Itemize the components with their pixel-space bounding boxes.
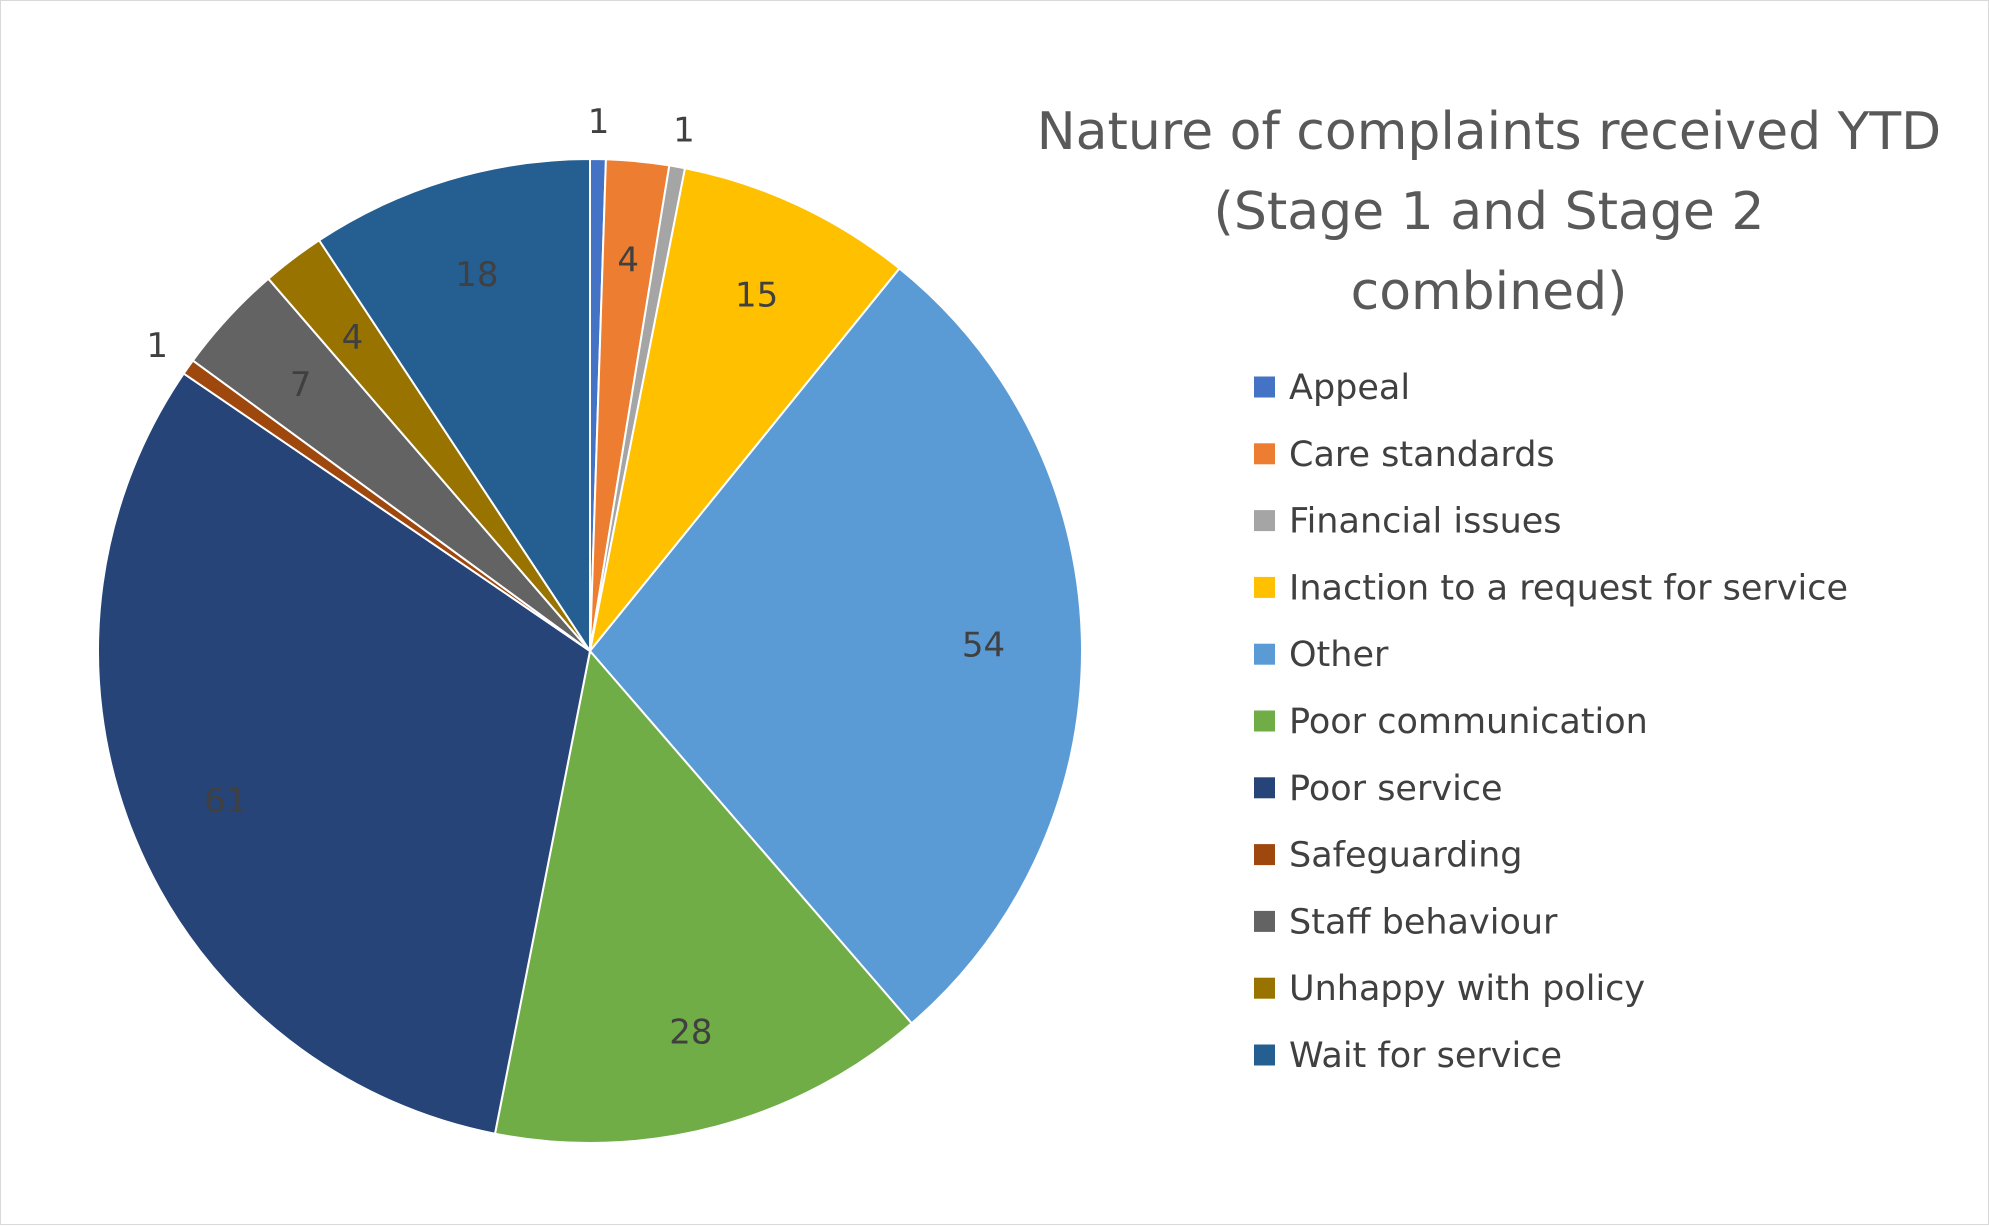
legend: Appeal Care standards Financial issues Inac… <box>1254 368 1848 1076</box>
data-label-wait-for-service: 18 <box>455 255 498 295</box>
legend-item-appeal: Appeal <box>1254 368 1410 408</box>
legend-swatch <box>1254 1044 1275 1066</box>
legend-swatch <box>1254 576 1275 598</box>
chart-title-line-1: Nature of complaints received YTD <box>1037 102 1941 162</box>
legend-label: Other <box>1289 635 1389 675</box>
legend-swatch <box>1254 977 1275 999</box>
data-label-safeguarding: 1 <box>146 326 168 366</box>
data-label-staff-behaviour: 7 <box>290 365 312 405</box>
legend-swatch <box>1254 443 1275 465</box>
legend-item-other: Other <box>1254 635 1389 675</box>
legend-label: Poor service <box>1289 769 1503 809</box>
legend-item-wait-for-service: Wait for service <box>1254 1036 1562 1076</box>
data-label-financial-issues: 1 <box>673 110 695 150</box>
legend-swatch <box>1254 643 1275 665</box>
legend-item-staff-behaviour: Staff behaviour <box>1254 902 1558 942</box>
legend-label: Wait for service <box>1289 1036 1562 1076</box>
pie-slice-wait-for-service <box>317 157 591 655</box>
legend-item-financial-issues: Financial issues <box>1254 502 1562 542</box>
data-label-inaction-to-a-request-for-service: 15 <box>735 275 778 315</box>
data-label-appeal: 1 <box>588 102 610 142</box>
legend-item-inaction-to-a-request-for-service: Inaction to a request for service <box>1254 568 1848 608</box>
legend-swatch <box>1254 510 1275 532</box>
legend-swatch <box>1254 910 1275 932</box>
legend-label: Poor communication <box>1289 702 1648 742</box>
data-label-other: 54 <box>962 626 1005 666</box>
pie-slices <box>97 157 1083 1144</box>
legend-label: Financial issues <box>1289 502 1562 542</box>
pie-slice-poor-service <box>97 372 592 1135</box>
data-label-poor-service: 61 <box>204 781 247 821</box>
legend-label: Staff behaviour <box>1289 902 1558 942</box>
data-label-unhappy-with-policy: 4 <box>342 318 364 358</box>
legend-label: Inaction to a request for service <box>1289 568 1848 608</box>
data-label-care-standards: 4 <box>617 240 639 280</box>
legend-item-safeguarding: Safeguarding <box>1254 836 1522 876</box>
legend-swatch <box>1254 376 1275 398</box>
pie-slice-poor-communication <box>493 648 914 1144</box>
legend-label: Safeguarding <box>1289 836 1522 876</box>
chart-title-line-3: combined) <box>1351 262 1628 322</box>
pie-slice-other <box>588 267 1083 1025</box>
legend-swatch <box>1254 844 1275 866</box>
chart-title-line-2: (Stage 1 and Stage 2 <box>1214 182 1765 242</box>
legend-label: Care standards <box>1289 435 1555 475</box>
legend-item-unhappy-with-policy: Unhappy with policy <box>1254 969 1645 1009</box>
pie-slice-inaction-to-a-request-for-service <box>589 167 901 652</box>
data-label-poor-communication: 28 <box>669 1012 712 1052</box>
legend-item-care-standards: Care standards <box>1254 435 1555 475</box>
legend-item-poor-communication: Poor communication <box>1254 702 1648 742</box>
legend-swatch <box>1254 710 1275 732</box>
legend-label: Appeal <box>1289 368 1410 408</box>
legend-item-poor-service: Poor service <box>1254 769 1503 809</box>
legend-swatch <box>1254 777 1275 799</box>
legend-label: Unhappy with policy <box>1289 969 1645 1009</box>
